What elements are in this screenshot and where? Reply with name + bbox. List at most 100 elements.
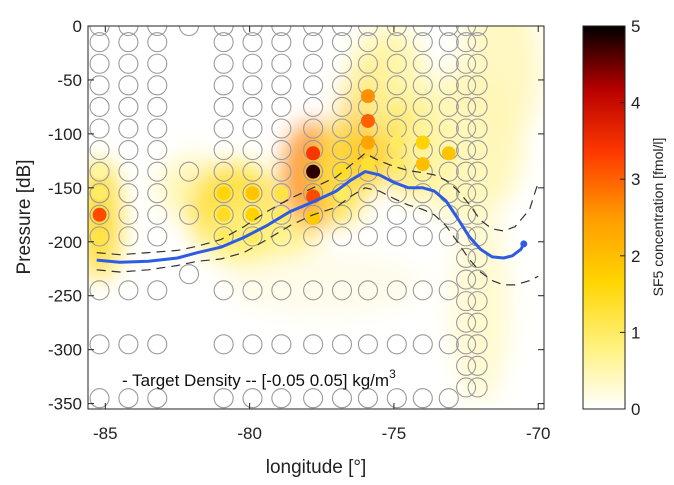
station-circle-2-2 [147,53,168,74]
y-tick-label-5: -250 [48,287,82,306]
station-circle-3-3 [178,264,200,285]
sf5-sample-4 [216,207,231,222]
station-circle-1-2 [118,53,139,74]
colorbar-tick-label-4: 4 [631,94,640,113]
station-circle-13-3 [456,75,477,96]
station-circle-4-1 [213,32,234,53]
station-circle-4-12 [213,334,234,355]
station-circle-1-4 [118,96,139,117]
station-circle-0-6 [89,140,110,161]
station-circle-0-11 [89,280,110,301]
station-circle-0-8 [89,183,110,204]
station-circle-7-2 [303,53,324,74]
station-circle-6-7 [271,161,292,182]
station-circle-9-12 [357,334,378,355]
station-circle-12-0 [438,26,459,37]
station-circle-4-0 [213,26,234,37]
colorbar-tick-label-2: 2 [631,247,640,266]
station-circle-13-17 [456,377,477,398]
station-circle-6-1 [271,32,292,53]
station-circle-14-9 [467,204,488,225]
station-circle-11-4 [412,96,433,117]
station-circle-5-2 [242,53,263,74]
station-circle-10-0 [386,26,407,37]
colorbar-tick-label-0: 0 [631,400,640,419]
station-circle-1-5 [118,118,139,139]
station-circle-9-8 [357,183,378,204]
station-circle-4-6 [213,140,234,161]
station-circle-10-12 [386,334,407,355]
station-circle-8-0 [331,26,353,37]
station-circle-12-7 [438,161,459,182]
x-tick-label-2: -75 [382,424,407,443]
station-markers [89,26,488,409]
station-circle-0-12 [89,334,110,355]
station-circle-14-15 [467,334,488,355]
station-circle-6-0 [271,26,292,37]
station-circle-14-12 [467,269,488,290]
station-circle-13-7 [456,161,477,182]
station-circle-0-2 [89,53,110,74]
station-circle-2-12 [147,334,168,355]
station-circle-11-11 [412,280,433,301]
density-line-2 [96,187,539,286]
sf5-sample-2 [92,186,107,201]
station-circle-8-5 [331,118,353,139]
station-circle-5-6 [242,140,263,161]
station-circle-4-11 [213,280,234,301]
axis-ticks: -85 -80 -75 -70 0 -50 -100 -150 -200 -250 -300 -350 [48,17,551,443]
station-circle-0-13 [89,388,110,409]
station-circle-9-2 [357,53,378,74]
station-circle-13-4 [456,96,477,117]
station-circle-12-3 [438,75,459,96]
sf5-background-field [88,26,542,404]
station-circle-13-12 [456,269,477,290]
station-circle-9-0 [357,26,378,37]
station-circle-12-5 [438,118,459,139]
sf5-sample-0 [92,207,107,222]
station-circle-13-8 [456,183,477,204]
station-circle-0-3 [89,75,110,96]
station-circle-7-5 [303,118,324,139]
station-circle-6-8 [271,183,292,204]
station-circle-8-12 [331,334,353,355]
y-tick-label-1: -50 [57,71,82,90]
station-circle-10-4 [386,96,407,117]
station-circle-4-5 [213,118,234,139]
station-circle-0-5 [89,118,110,139]
station-circle-2-10 [147,226,168,247]
station-circle-0-4 [89,96,110,117]
station-circle-13-11 [456,247,477,269]
station-circle-5-11 [242,280,263,301]
station-circle-14-1 [467,32,488,53]
station-circle-10-3 [386,75,407,96]
station-circle-11-3 [412,75,433,96]
station-circle-12-12 [438,334,459,355]
station-circle-2-9 [147,204,168,225]
station-circle-1-11 [118,280,139,301]
station-circle-11-0 [412,26,433,37]
station-circle-1-10 [118,226,139,247]
station-circle-10-1 [386,32,407,53]
station-circle-2-3 [147,75,168,96]
x-tick-label-0: -85 [93,424,118,443]
station-circle-0-0 [89,26,110,37]
station-circle-2-5 [147,118,168,139]
station-circle-14-7 [467,161,488,182]
station-circle-12-1 [438,32,459,53]
colorbar-tick-label-1: 1 [631,323,640,342]
sf5-sample-8 [274,186,289,201]
station-circle-5-7 [242,161,263,182]
sf5-sample-11 [306,164,321,179]
station-circle-9-13 [357,388,378,409]
colorbar-label: SF5 concentration [fmol/l] [650,138,666,297]
station-circle-14-0 [467,26,488,37]
y-tick-label-2: -100 [48,125,82,144]
station-circle-11-10 [412,226,433,247]
station-circle-7-10 [303,226,324,247]
station-circle-5-4 [242,96,263,117]
y-axis-label: Pressure [dB] [14,159,35,274]
y-tick-label-0: 0 [73,17,82,36]
sf5-sample-markers [92,89,456,246]
sf5-sample-3 [216,186,231,201]
